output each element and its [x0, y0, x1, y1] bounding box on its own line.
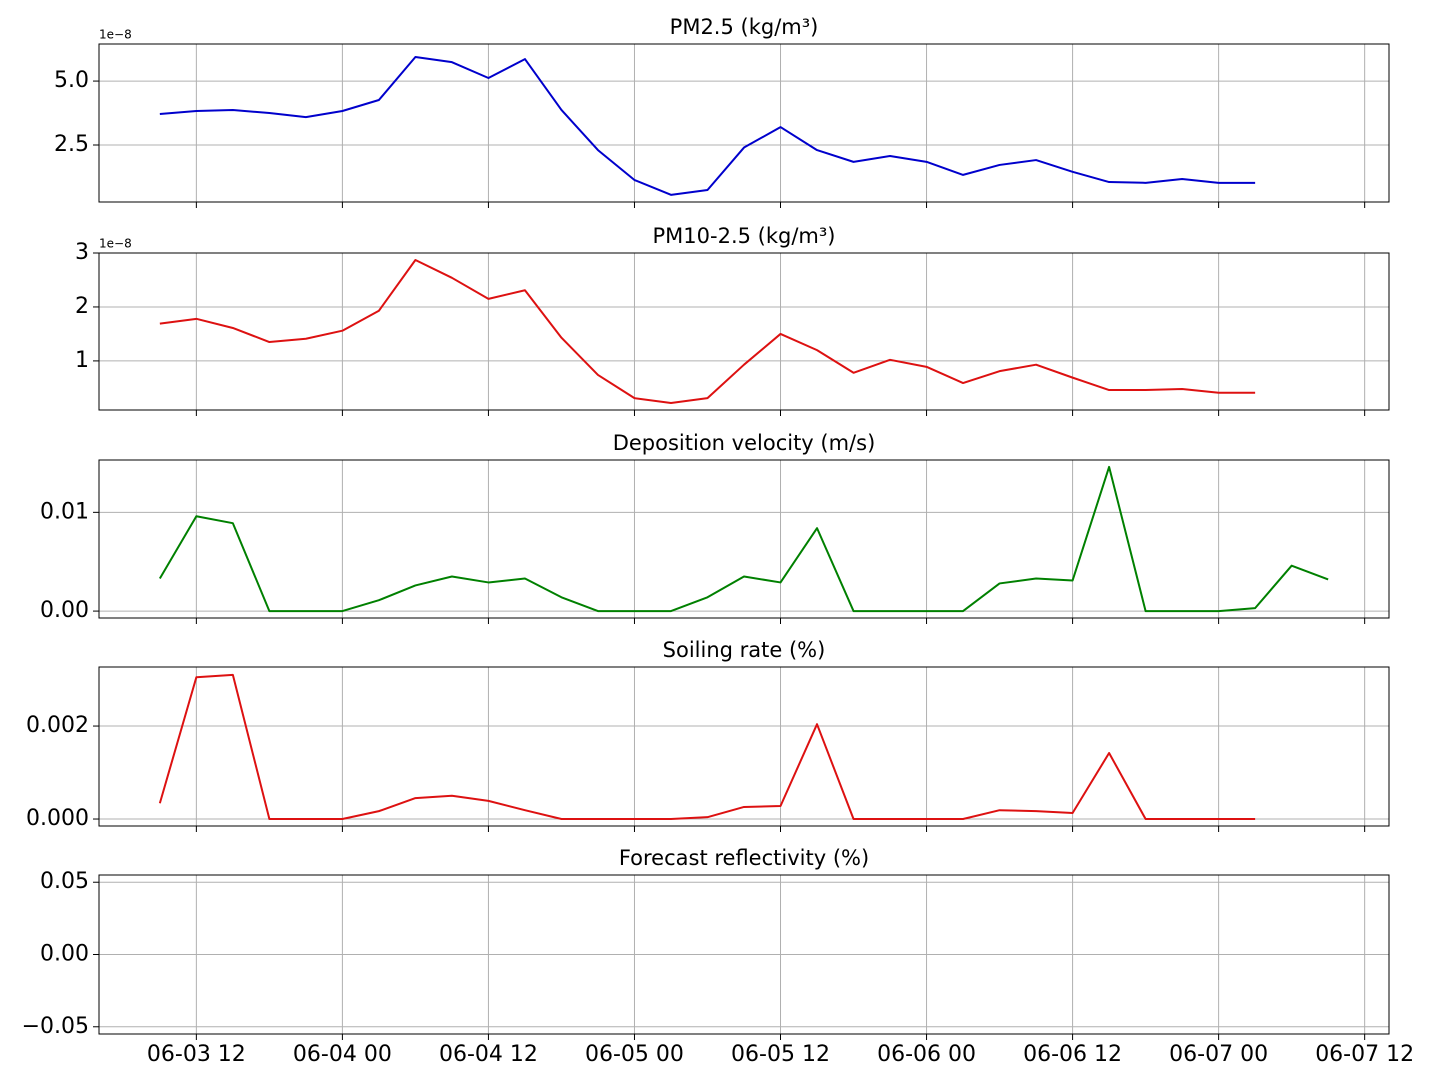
x-tick-label: 06-06 00 [877, 1042, 976, 1067]
axes-frame [98, 666, 1390, 827]
axes-frame [98, 459, 1390, 619]
x-tick-label: 06-06 12 [1023, 1042, 1122, 1067]
data-line [159, 56, 1256, 196]
y-tick-label: 0.05 [40, 869, 89, 894]
axes-frame [98, 252, 1390, 411]
y-tick-label: 0.00 [40, 598, 89, 623]
y-tick-label: −0.05 [22, 1014, 89, 1039]
x-tick-label: 06-04 00 [293, 1042, 392, 1067]
data-line [158, 673, 1256, 821]
y-tick-label: 0.01 [40, 499, 89, 524]
data-line [158, 465, 1329, 613]
y-tick-label: 2 [75, 294, 89, 319]
x-tick-label: 06-07 12 [1315, 1042, 1414, 1067]
y-tick-label: 0.000 [26, 806, 89, 831]
x-tick-label: 06-03 12 [147, 1042, 246, 1067]
panel-title: Forecast reflectivity (%) [619, 846, 869, 870]
y-tick-label: 1 [75, 348, 89, 373]
axes-frame [98, 874, 1390, 1035]
panel-title: PM10-2.5 (kg/m³) [653, 224, 836, 248]
offset-label: 1e−8 [99, 28, 132, 42]
x-tick-label: 06-04 12 [439, 1042, 538, 1067]
offset-label: 1e−8 [99, 237, 132, 251]
x-tick-label: 06-07 00 [1169, 1042, 1268, 1067]
x-tick-label: 06-05 12 [731, 1042, 830, 1067]
x-tick-label: 06-05 00 [585, 1042, 684, 1067]
y-tick-label: 0.00 [40, 942, 89, 967]
axes-frame [98, 43, 1390, 203]
panel-title: PM2.5 (kg/m³) [670, 15, 819, 39]
panel-title: Deposition velocity (m/s) [613, 431, 876, 455]
y-tick-label: 3 [75, 240, 89, 265]
y-tick-label: 2.5 [54, 132, 89, 157]
y-tick-label: 5.0 [54, 68, 89, 93]
panel-title: Soiling rate (%) [663, 638, 826, 662]
y-tick-label: 0.002 [26, 713, 89, 738]
data-line [159, 259, 1256, 404]
